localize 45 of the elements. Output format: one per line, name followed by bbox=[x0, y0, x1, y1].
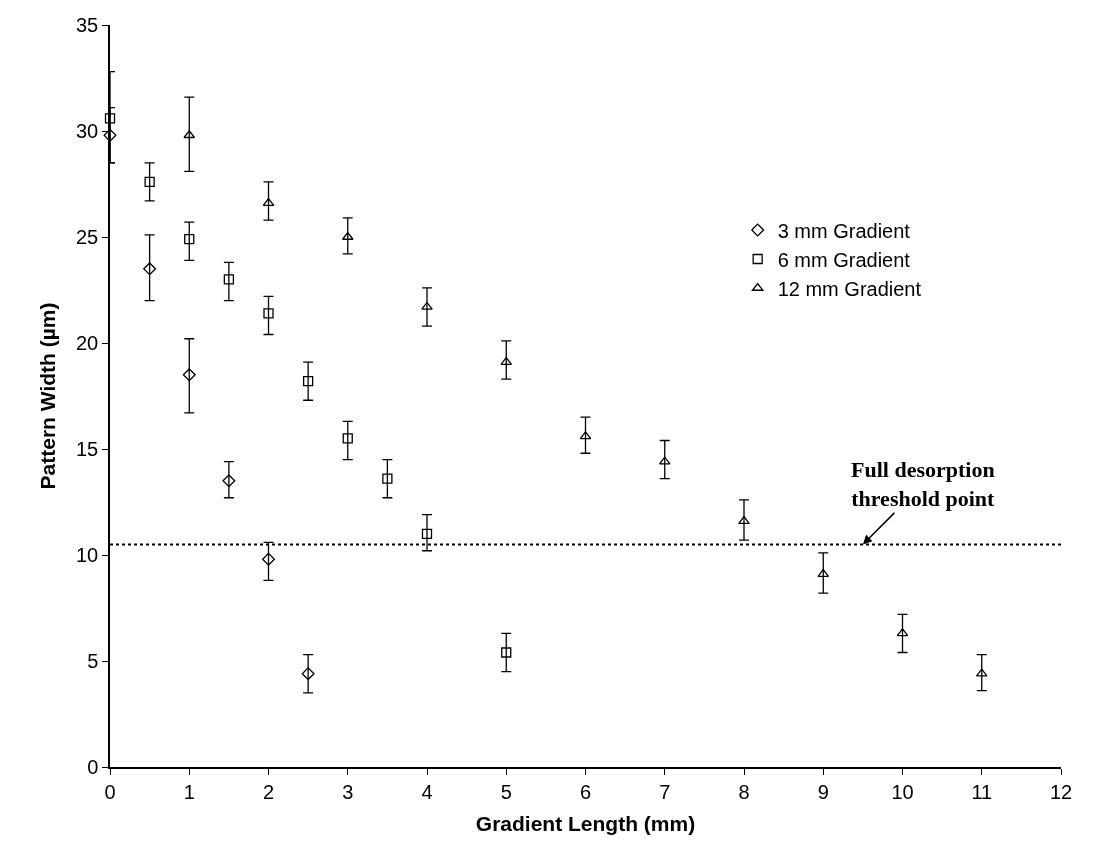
point bbox=[421, 528, 433, 539]
point bbox=[144, 176, 155, 188]
legend-label: 6 mm Gradient bbox=[777, 248, 911, 271]
y-axis-title: Pattern Width (µm) bbox=[35, 302, 59, 490]
x-tick-label: 0 bbox=[104, 780, 116, 803]
x-tick-label: 6 bbox=[579, 780, 592, 803]
y-tick-label: 30 bbox=[76, 120, 99, 142]
point bbox=[738, 515, 750, 524]
point bbox=[421, 301, 433, 310]
x-axis-title: Gradient Length (mm) bbox=[475, 812, 696, 836]
x-tick-label: 7 bbox=[659, 780, 671, 803]
y-tick-label: 5 bbox=[87, 650, 99, 672]
x-tick-label: 5 bbox=[500, 780, 512, 803]
point bbox=[104, 113, 116, 124]
x-tick-label: 12 bbox=[1049, 780, 1073, 803]
y-tick-label: 25 bbox=[76, 226, 99, 248]
point bbox=[143, 262, 157, 276]
point bbox=[342, 433, 353, 444]
y-tick-label: 35 bbox=[76, 14, 99, 36]
legend-label: 3 mm Gradient bbox=[777, 219, 911, 242]
x-tick-label: 3 bbox=[342, 780, 354, 803]
y-tick-label: 20 bbox=[76, 332, 99, 354]
point bbox=[263, 308, 274, 319]
x-tick-label: 2 bbox=[262, 780, 275, 803]
point bbox=[182, 368, 196, 382]
y-tick-label: 0 bbox=[87, 756, 99, 778]
y-tick-label: 15 bbox=[76, 438, 99, 460]
point bbox=[301, 667, 315, 681]
x-tick-label: 11 bbox=[971, 780, 993, 803]
x-tick-label: 9 bbox=[817, 780, 829, 803]
point bbox=[302, 376, 314, 387]
x-tick-label: 8 bbox=[738, 780, 750, 803]
y-tick-label: 10 bbox=[76, 544, 99, 566]
point bbox=[501, 647, 512, 658]
point bbox=[103, 128, 117, 142]
point bbox=[222, 474, 236, 488]
x-tick-label: 1 bbox=[183, 780, 195, 803]
point bbox=[223, 274, 235, 285]
point bbox=[184, 233, 195, 245]
annotation: Full desorption threshold point bbox=[851, 457, 996, 511]
legend-label: 12 mm Gradient bbox=[777, 277, 922, 300]
x-tick-label: 4 bbox=[421, 780, 433, 803]
x-tick-label: 10 bbox=[891, 780, 914, 803]
point bbox=[382, 473, 393, 484]
point bbox=[262, 552, 275, 566]
